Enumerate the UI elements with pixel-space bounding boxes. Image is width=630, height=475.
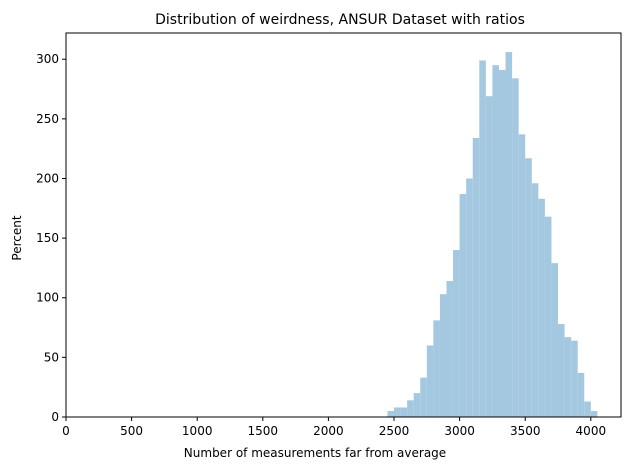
histogram-bar — [538, 198, 545, 417]
histogram-bar — [544, 216, 552, 417]
histogram-bar — [498, 69, 506, 418]
histogram-bar — [512, 78, 519, 417]
histogram-bar — [531, 183, 539, 417]
histogram-bar — [571, 340, 578, 417]
y-tick-label: 200 — [36, 171, 59, 185]
histogram-bar — [459, 193, 467, 417]
histogram-bar — [433, 320, 440, 417]
histogram-bar — [439, 294, 447, 417]
histogram-bar — [387, 411, 395, 417]
x-tick-label: 4000 — [576, 424, 607, 438]
x-tick-label: 1500 — [248, 424, 279, 438]
histogram-bar — [407, 400, 414, 417]
histogram-bar — [518, 134, 526, 417]
histogram-bar — [505, 52, 513, 417]
histogram-bar — [590, 411, 598, 417]
x-tick-label: 3000 — [444, 424, 475, 438]
y-tick-label: 100 — [36, 291, 59, 305]
histogram-bar — [525, 158, 532, 417]
histogram-bar — [564, 337, 572, 417]
histogram-bar — [466, 178, 473, 417]
y-tick-label: 150 — [36, 231, 59, 245]
y-tick-label: 250 — [36, 112, 59, 126]
y-tick-label: 50 — [44, 350, 59, 364]
histogram-bar — [413, 393, 421, 417]
x-axis-label: Number of measurements far from average — [184, 446, 446, 460]
y-tick-label: 300 — [36, 52, 59, 66]
y-axis: 0 50 100 150 200 250 300 — [36, 52, 66, 424]
x-tick-label: 3500 — [510, 424, 541, 438]
plot-frame — [65, 32, 622, 418]
x-tick-label: 1000 — [182, 424, 213, 438]
histogram-bar — [558, 323, 565, 417]
histogram-bar — [453, 250, 460, 417]
y-axis-label: Percent — [10, 215, 24, 260]
x-axis: 0 500 1000 1500 2000 2500 3000 3500 4000 — [62, 417, 606, 438]
histogram-bar — [426, 345, 434, 417]
histogram-bar — [551, 263, 559, 417]
histogram-bar — [479, 60, 486, 418]
histogram-bar — [400, 407, 408, 417]
x-tick-label: 2500 — [379, 424, 410, 438]
histogram-bars — [387, 52, 598, 418]
histogram-bar — [420, 377, 427, 417]
histogram-bar — [492, 65, 499, 417]
histogram-bar — [584, 401, 591, 417]
x-tick-label: 500 — [120, 424, 143, 438]
histogram-bar — [577, 372, 585, 417]
histogram-bar — [472, 137, 480, 417]
histogram-bar — [485, 96, 493, 418]
x-tick-label: 2000 — [313, 424, 344, 438]
x-tick-label: 0 — [62, 424, 70, 438]
y-tick-label: 0 — [51, 410, 59, 424]
histogram-bar — [446, 281, 454, 417]
histogram-bar — [394, 407, 401, 417]
chart-title: Distribution of weirdness, ANSUR Dataset… — [155, 12, 525, 28]
